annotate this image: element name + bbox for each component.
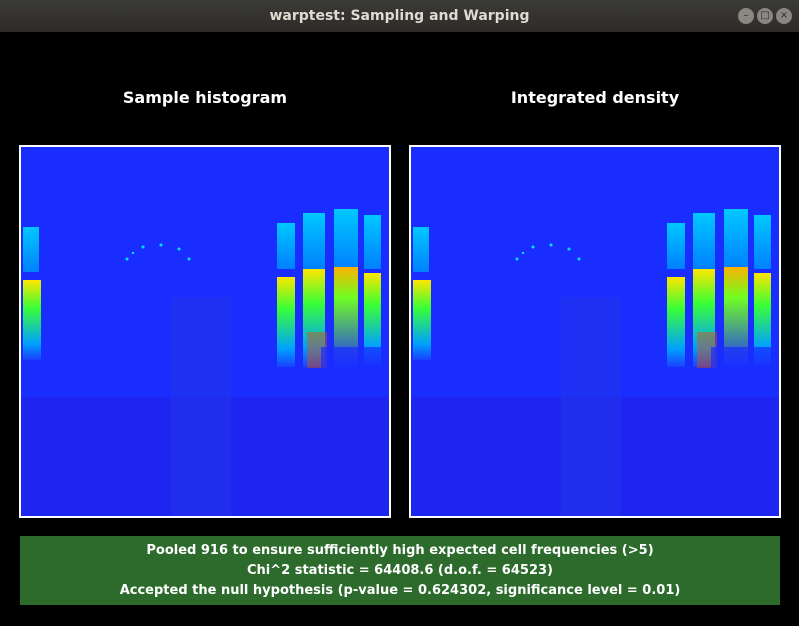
test-result-status: Pooled 916 to ensure sufficiently high e… (20, 536, 780, 605)
window-titlebar[interactable]: warptest: Sampling and Warping – □ × (0, 0, 799, 32)
close-icon[interactable]: × (776, 8, 792, 24)
sample-histogram-image (19, 145, 391, 518)
window-title: warptest: Sampling and Warping (269, 8, 530, 24)
sample-histogram-title: Sample histogram (122, 88, 288, 107)
minimize-icon[interactable]: – (738, 8, 754, 24)
maximize-icon[interactable]: □ (757, 8, 773, 24)
integrated-density-title: Integrated density (510, 88, 680, 107)
status-line-chi2: Chi^2 statistic = 64408.6 (d.o.f. = 6452… (247, 563, 553, 578)
status-line-hypothesis: Accepted the null hypothesis (p-value = … (119, 583, 681, 598)
integrated-density-image (409, 145, 781, 518)
status-line-pooled: Pooled 916 to ensure sufficiently high e… (146, 543, 654, 558)
